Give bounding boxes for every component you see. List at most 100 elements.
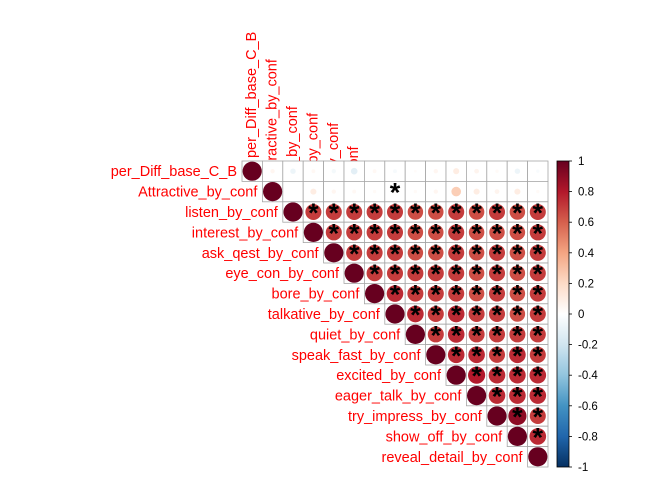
correlation-circle xyxy=(242,161,262,181)
correlation-circle xyxy=(529,224,546,241)
significance-marker: * xyxy=(512,218,523,248)
significance-marker: * xyxy=(390,259,401,289)
significance-marker: * xyxy=(451,259,462,289)
significance-marker: * xyxy=(369,218,380,248)
correlation-circle xyxy=(386,203,404,221)
significance-marker: * xyxy=(512,198,523,228)
correlation-circle xyxy=(488,305,506,323)
significance-marker: * xyxy=(533,300,544,330)
correlation-circle xyxy=(311,169,316,174)
correlation-circle xyxy=(352,189,357,194)
correlation-circle xyxy=(366,244,383,261)
correlation-circle xyxy=(346,244,363,261)
correlation-circle xyxy=(488,285,506,302)
correlation-circle xyxy=(508,406,527,426)
correlation-circle xyxy=(448,203,465,221)
correlation-circle xyxy=(467,386,487,406)
significance-marker: * xyxy=(512,361,523,391)
correlation-circle xyxy=(305,203,322,221)
correlation-circle xyxy=(331,189,336,194)
color-legend: 1 0.8 0.6 0.4 0.2 0 -0.2 -0.4 -0.6 -0.8 -1 xyxy=(556,156,598,474)
correlation-circle xyxy=(453,168,460,175)
correlation-circle xyxy=(433,169,438,174)
correlation-circle xyxy=(407,265,424,282)
significance-marker: * xyxy=(533,198,544,228)
correlation-circle xyxy=(428,245,444,261)
correlation-circle xyxy=(509,285,526,302)
correlation-circle xyxy=(344,263,364,283)
correlation-circle xyxy=(509,224,526,241)
correlation-circle xyxy=(488,203,506,221)
row-label: bore_by_conf xyxy=(272,287,361,303)
row-label: show_off_by_conf xyxy=(386,429,504,445)
significance-marker: * xyxy=(533,382,544,412)
significance-marker: * xyxy=(410,239,421,269)
correlation-circle xyxy=(331,169,336,174)
correlation-circle xyxy=(495,169,499,173)
correlation-circle xyxy=(448,244,465,261)
correlation-circle xyxy=(468,346,485,364)
correlation-circle xyxy=(325,203,342,221)
significance-marker: * xyxy=(431,320,442,350)
correlation-circle xyxy=(529,285,546,302)
significance-marker: * xyxy=(390,178,401,208)
significance-marker: * xyxy=(451,198,462,228)
significance-marker: * xyxy=(533,218,544,248)
correlation-circle xyxy=(290,168,296,174)
correlation-circle xyxy=(447,346,465,364)
correlation-circle xyxy=(366,203,383,221)
correlation-circle xyxy=(529,265,546,282)
significance-marker: * xyxy=(471,239,482,269)
significance-marker: * xyxy=(512,259,523,289)
significance-marker: * xyxy=(390,239,401,269)
correlation-circle xyxy=(509,346,526,364)
correlation-circle xyxy=(448,265,465,282)
correlation-circle xyxy=(407,245,424,261)
row-label: per_Diff_base_C_B xyxy=(111,164,237,180)
correlation-circle xyxy=(474,168,479,174)
significance-marker: * xyxy=(492,382,503,412)
significance-marker: * xyxy=(492,320,503,350)
correlation-circle xyxy=(407,285,424,302)
correlation-circle xyxy=(446,365,466,385)
significance-marker: * xyxy=(410,280,421,310)
correlation-circle xyxy=(427,265,444,282)
correlation-circle xyxy=(473,188,480,195)
correlation-circle xyxy=(494,189,500,194)
significance-marker: * xyxy=(431,300,442,330)
correlation-circle xyxy=(366,265,383,282)
significance-marker: * xyxy=(431,259,442,289)
significance-marker: * xyxy=(431,239,442,269)
significance-marker: * xyxy=(369,198,380,228)
significance-marker: * xyxy=(431,280,442,310)
correlation-circle xyxy=(507,426,527,446)
significance-marker: * xyxy=(410,218,421,248)
row-label: interest_by_conf xyxy=(192,225,299,241)
correlation-circle xyxy=(324,243,344,263)
correlation-circle xyxy=(407,204,424,220)
correlation-circle xyxy=(270,169,275,174)
significance-marker: * xyxy=(471,320,482,350)
correlation-circle xyxy=(427,305,444,323)
correlation-circle xyxy=(528,447,548,467)
correlation-circle xyxy=(386,224,404,241)
correlation-circle xyxy=(468,326,485,343)
significance-marker: * xyxy=(471,218,482,248)
significance-marker: * xyxy=(471,300,482,330)
correlation-circle xyxy=(448,224,465,241)
correlation-circle xyxy=(529,326,546,343)
correlation-circle xyxy=(451,186,462,197)
row-label: eye_con_by_conf xyxy=(225,266,340,282)
correlation-circle xyxy=(488,387,506,404)
significance-marker: * xyxy=(390,198,401,228)
correlation-circle xyxy=(413,189,418,194)
colorbar-tick-label: -0.4 xyxy=(578,370,598,382)
correlation-circle xyxy=(468,265,485,281)
significance-marker: * xyxy=(390,218,401,248)
correlation-circle xyxy=(385,304,405,324)
correlation-circle xyxy=(468,204,485,220)
colorbar-tick-label: -0.2 xyxy=(578,340,598,352)
correlation-circle xyxy=(536,169,540,173)
correlation-circle xyxy=(263,182,283,202)
colorbar-tick-label: 0.2 xyxy=(578,278,594,290)
